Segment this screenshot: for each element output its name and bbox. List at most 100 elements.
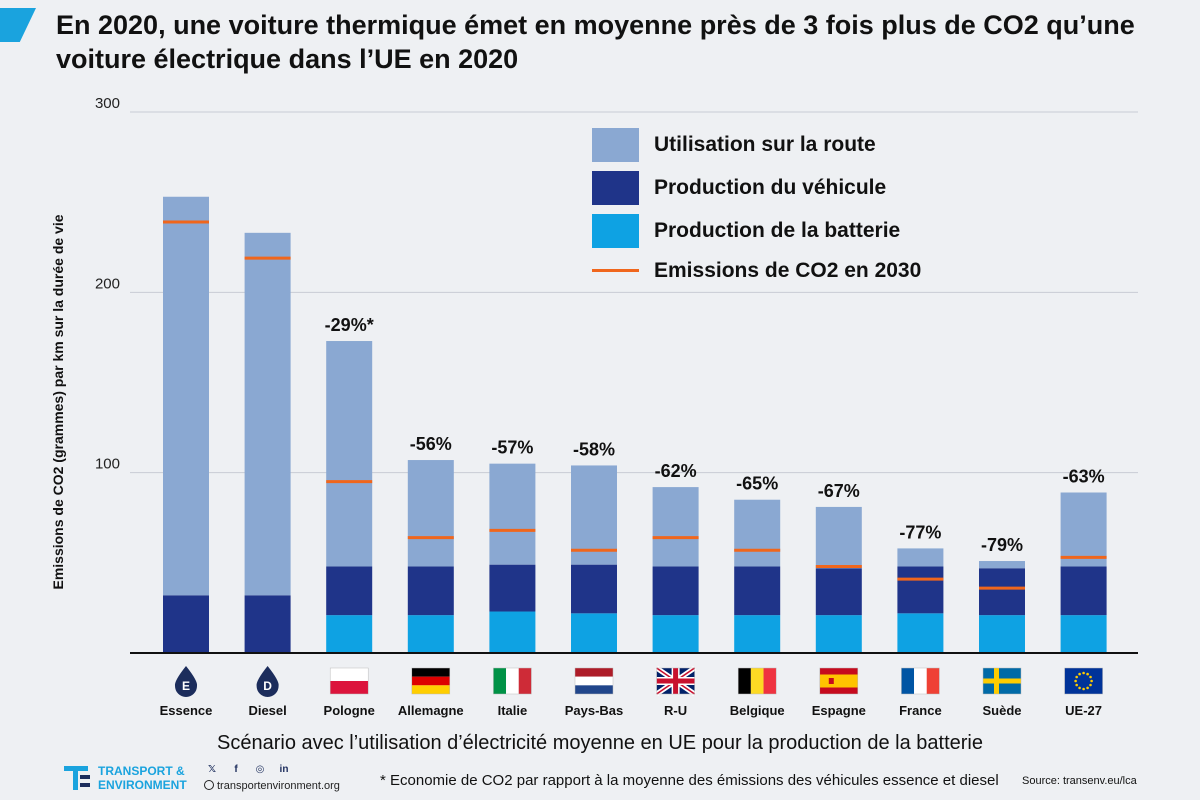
bar-segment-road: [489, 463, 536, 565]
facebook-icon[interactable]: f: [234, 764, 238, 775]
bar-segment-vehicle: [407, 566, 454, 616]
bar-segment-road: [407, 460, 454, 567]
diesel-drop-icon: D: [256, 666, 279, 698]
x-tick-label: Allemagne: [398, 703, 464, 718]
bar-segment-vehicle: [1060, 566, 1107, 616]
legend-label-vehicle: Production du véhicule: [654, 176, 887, 199]
bar-label: -77%: [899, 522, 941, 542]
bar-segment-battery: [489, 611, 536, 653]
x-tick-label: Suède: [982, 703, 1021, 718]
legend-item-road: Utilisation sur la route: [592, 128, 1012, 164]
org-name-line1: TRANSPORT &: [98, 764, 185, 778]
bar-segment-vehicle: [163, 595, 209, 653]
bar-label: -56%: [410, 434, 452, 454]
chart-title: En 2020, une voiture thermique émet en m…: [56, 10, 1135, 74]
essence-drop-icon: E: [174, 666, 198, 697]
legend-label-2030: Emissions de CO2 en 2030: [654, 259, 922, 282]
y-axis-label: Emissions de CO2 (grammes) par km sur la…: [50, 214, 66, 590]
bar-segment-battery: [815, 615, 862, 653]
org-name-line2: ENVIRONMENT: [98, 778, 187, 792]
footer: TRANSPORT & ENVIRONMENT 𝕏 f ◎ in transpo…: [0, 758, 1200, 800]
legend-swatch-road: [592, 128, 639, 162]
uk-flag-icon: [655, 665, 697, 697]
legend-label-battery: Production de la batterie: [654, 219, 901, 242]
legend-label-road: Utilisation sur la route: [654, 133, 876, 156]
legend-swatch-battery: [592, 214, 639, 248]
instagram-icon[interactable]: ◎: [255, 764, 265, 775]
sweden-flag-icon: [982, 667, 1022, 695]
source-note: Source: transenv.eu/lca: [1022, 775, 1137, 787]
bar-segment-vehicle: [979, 568, 1025, 616]
bar-segment-battery: [1060, 615, 1107, 653]
eu-flag-icon: [1064, 667, 1103, 695]
twitter-icon[interactable]: 𝕏: [207, 764, 217, 775]
x-tick-label: Pays-Bas: [565, 703, 624, 718]
bar-segment-road: [897, 548, 944, 567]
social-links: 𝕏 f ◎ in: [205, 764, 291, 776]
bar-segment-battery: [897, 613, 944, 653]
y-tick-label: 100: [95, 456, 120, 473]
legend-item-vehicle: Production du véhicule: [592, 171, 1012, 207]
legend-swatch-vehicle: [592, 171, 639, 205]
bar-segment-road: [734, 499, 781, 567]
legend-item-2030: Emissions de CO2 en 2030: [592, 254, 1012, 290]
org-name: TRANSPORT & ENVIRONMENT: [98, 764, 187, 792]
globe-icon: [204, 780, 214, 790]
poland-flag-icon: [329, 667, 369, 695]
bar-segment-vehicle: [734, 566, 781, 616]
x-tick-label: Espagne: [812, 703, 866, 718]
x-tick-label: Italie: [498, 703, 528, 718]
belgium-flag-icon: [737, 667, 777, 695]
legend-swatch-2030: [592, 269, 639, 272]
legend-item-battery: Production de la batterie: [592, 214, 1012, 250]
bar-segment-battery: [734, 615, 781, 653]
bar-label: -63%: [1063, 467, 1105, 487]
bar-segment-road: [815, 506, 862, 569]
x-tick-label: Diesel: [248, 703, 286, 718]
bar-segment-road: [326, 341, 373, 567]
svg-text:E: E: [182, 679, 190, 693]
x-axis-title: Scénario avec l’utilisation d’électricit…: [217, 732, 983, 754]
bar-label: -58%: [573, 439, 615, 459]
bar-segment-battery: [652, 615, 699, 653]
linkedin-icon[interactable]: in: [279, 764, 289, 775]
spain-flag-icon: [819, 667, 859, 695]
bar-segment-vehicle: [815, 568, 862, 616]
bar-segment-battery: [571, 613, 617, 653]
website-link[interactable]: transportenvironment.org: [204, 780, 340, 792]
y-tick-label: 300: [95, 95, 120, 112]
bar-segment-road: [979, 561, 1025, 569]
bar-segment-battery: [979, 615, 1025, 653]
website-text: transportenvironment.org: [217, 780, 340, 792]
y-tick-label: 200: [95, 275, 120, 292]
bar-segment-vehicle: [326, 566, 373, 616]
france-flag-icon: [901, 667, 940, 695]
bar-segment-battery: [326, 615, 373, 653]
x-tick-label: Essence: [160, 703, 213, 718]
bar-segment-road: [571, 465, 617, 565]
x-tick-label: Belgique: [730, 703, 785, 718]
te-logo-icon: [64, 766, 90, 790]
x-tick-label: Pologne: [324, 703, 375, 718]
x-tick-label: UE-27: [1065, 703, 1102, 718]
x-tick-label: R-U: [664, 703, 687, 718]
bar-segment-vehicle: [244, 595, 291, 653]
bar-label: -65%: [736, 474, 778, 494]
bar-segment-road: [244, 232, 291, 596]
bar-segment-road: [1060, 492, 1107, 567]
bar-label: -57%: [491, 438, 533, 458]
x-tick-label: France: [899, 703, 942, 718]
bar-label: -29%*: [325, 315, 374, 335]
bar-segment-vehicle: [489, 564, 536, 612]
bar-segment-road: [652, 487, 699, 567]
bar-segment-vehicle: [897, 566, 944, 614]
bar-label: -62%: [655, 461, 697, 481]
netherlands-flag-icon: [574, 667, 614, 695]
svg-text:D: D: [263, 679, 272, 693]
bar-label: -79%: [981, 535, 1023, 555]
germany-flag-icon: [411, 667, 451, 695]
bar-segment-vehicle: [571, 564, 617, 614]
bar-label: -67%: [818, 481, 860, 501]
bar-segment-road: [163, 196, 209, 596]
